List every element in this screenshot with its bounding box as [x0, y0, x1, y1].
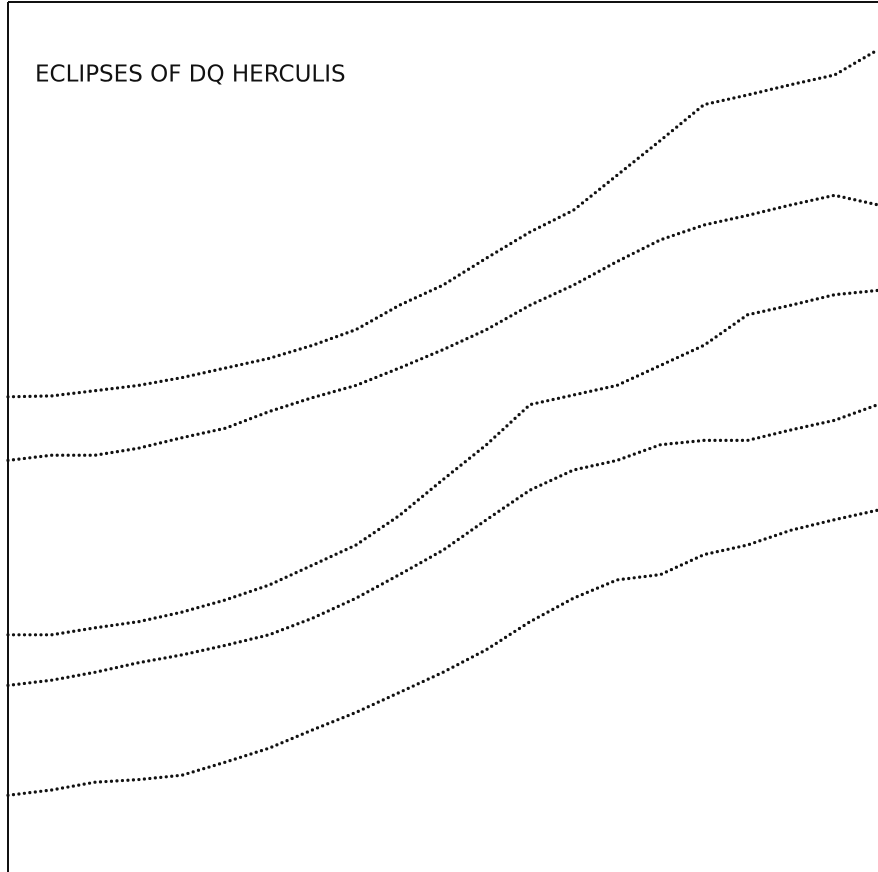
- light-curve: [6, 508, 878, 797]
- chart-title: ECLIPSES OF DQ HERCULIS: [35, 62, 346, 88]
- light-curve: [6, 48, 878, 399]
- light-curve: [6, 288, 878, 637]
- light-curve: [6, 403, 878, 687]
- light-curve: [6, 193, 878, 462]
